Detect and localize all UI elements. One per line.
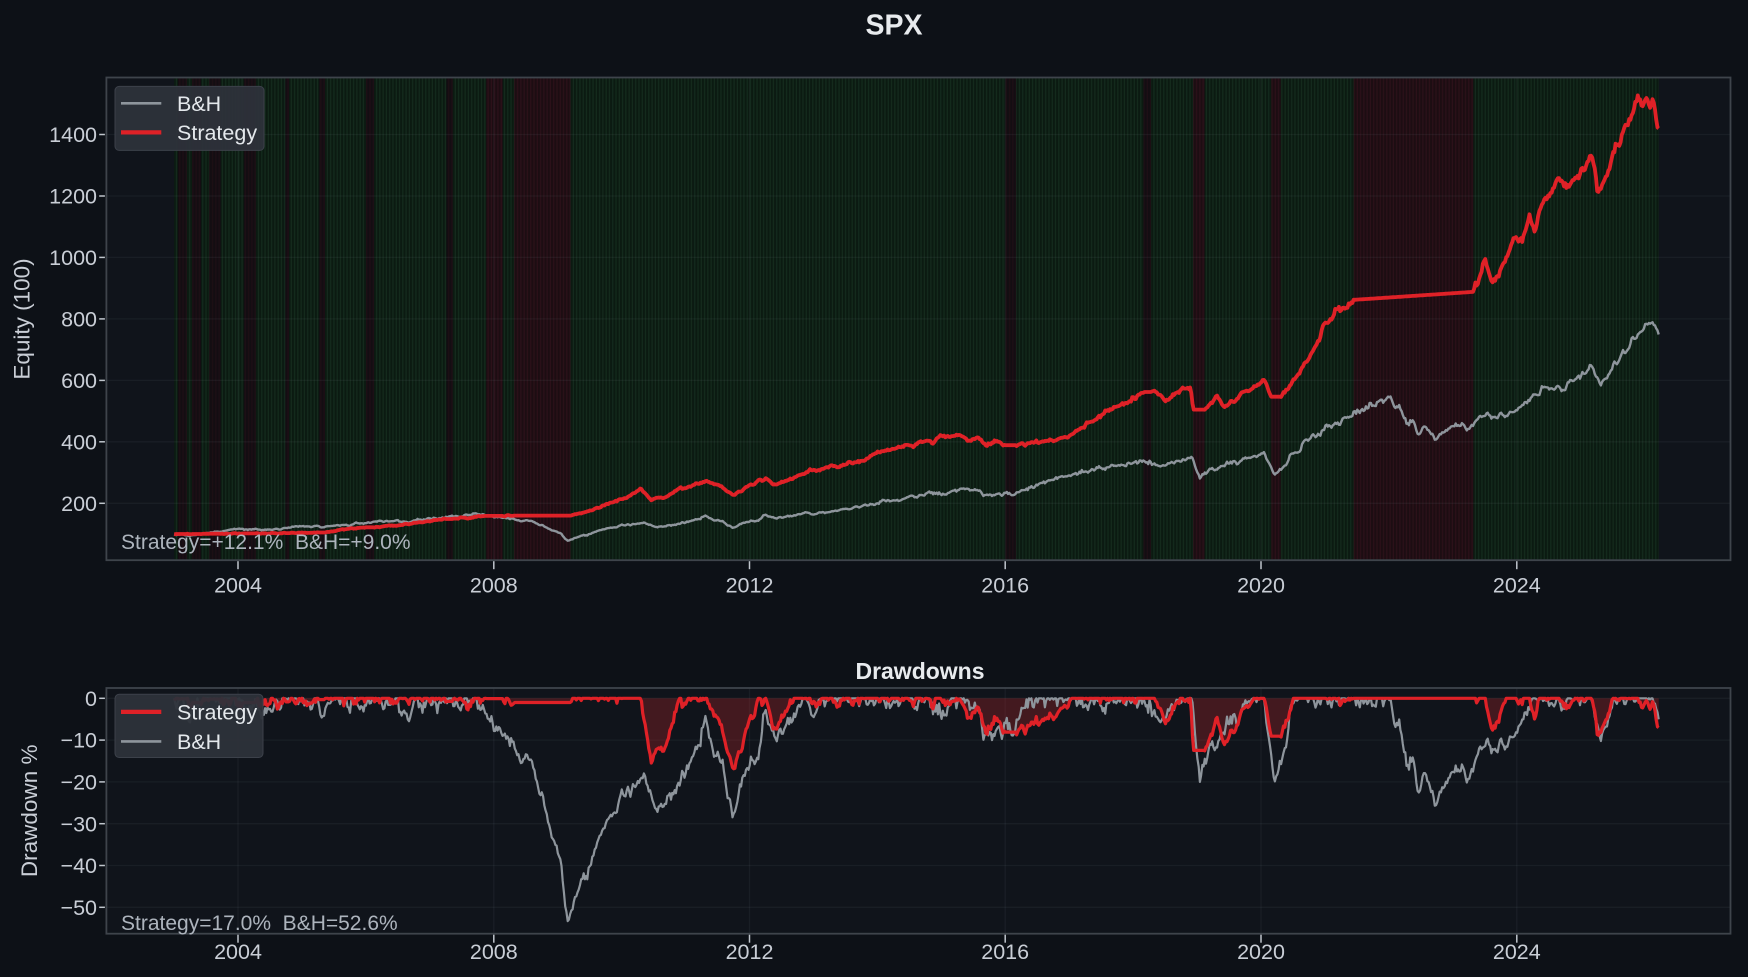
svg-text:Drawdown %: Drawdown %	[17, 745, 42, 878]
svg-text:2004: 2004	[214, 574, 262, 598]
svg-text:Strategy: Strategy	[177, 701, 257, 725]
svg-text:B&H: B&H	[177, 92, 221, 116]
svg-text:−20: −20	[61, 771, 98, 795]
svg-text:Strategy=17.0% B&H=52.6%: Strategy=17.0% B&H=52.6%	[121, 912, 398, 935]
svg-text:SPX: SPX	[865, 10, 922, 42]
svg-text:2008: 2008	[470, 940, 518, 964]
svg-text:2020: 2020	[1237, 940, 1285, 964]
svg-text:800: 800	[61, 308, 97, 332]
svg-text:2024: 2024	[1493, 574, 1541, 598]
svg-text:−40: −40	[61, 854, 98, 878]
svg-text:2020: 2020	[1237, 574, 1285, 598]
svg-text:1200: 1200	[49, 185, 97, 209]
svg-text:2024: 2024	[1493, 940, 1541, 964]
svg-text:B&H: B&H	[177, 730, 221, 754]
svg-text:0: 0	[85, 687, 97, 711]
svg-text:2008: 2008	[470, 574, 518, 598]
svg-text:600: 600	[61, 369, 97, 393]
svg-text:200: 200	[61, 492, 97, 516]
svg-text:−50: −50	[61, 896, 98, 920]
svg-text:Strategy=+12.1% B&H=+9.0%: Strategy=+12.1% B&H=+9.0%	[121, 531, 411, 554]
svg-text:Drawdowns: Drawdowns	[855, 658, 984, 684]
svg-text:2004: 2004	[214, 940, 262, 964]
svg-text:Strategy: Strategy	[177, 121, 257, 145]
svg-text:−30: −30	[61, 812, 98, 836]
svg-text:2012: 2012	[726, 940, 774, 964]
svg-text:2012: 2012	[726, 574, 774, 598]
svg-text:2016: 2016	[981, 940, 1029, 964]
svg-text:−10: −10	[61, 729, 98, 753]
svg-text:Equity (100): Equity (100)	[10, 258, 35, 379]
svg-text:2016: 2016	[981, 574, 1029, 598]
svg-text:1400: 1400	[49, 123, 97, 147]
svg-text:1000: 1000	[49, 246, 97, 270]
svg-text:400: 400	[61, 430, 97, 454]
